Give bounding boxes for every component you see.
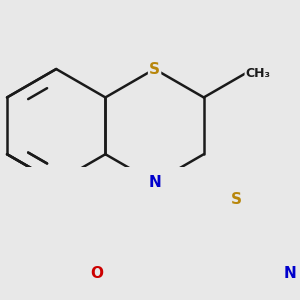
Text: S: S — [231, 192, 242, 207]
Text: S: S — [149, 61, 160, 76]
Text: CH₃: CH₃ — [246, 67, 271, 80]
Text: N: N — [284, 266, 296, 281]
Text: N: N — [148, 175, 161, 190]
Text: O: O — [90, 266, 104, 281]
